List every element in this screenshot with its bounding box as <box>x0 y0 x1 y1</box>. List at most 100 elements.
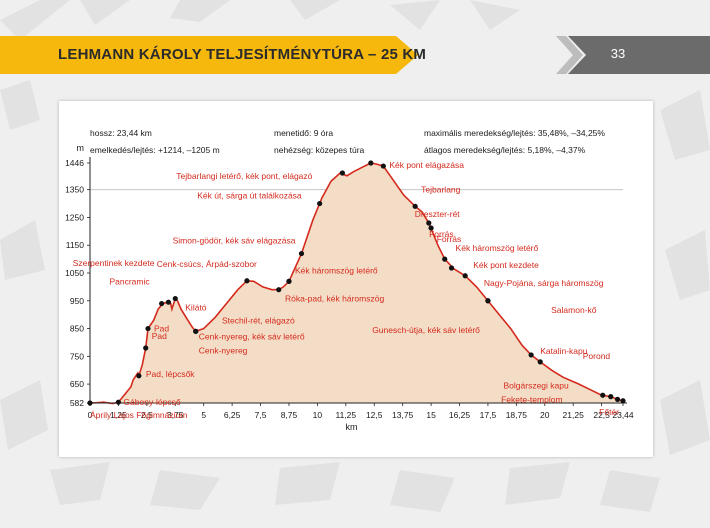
waypoint-label: Pad <box>152 331 167 341</box>
y-tick-label: 950 <box>70 296 84 306</box>
waypoint-label: Áprily Lajos Főgimnázium <box>90 410 187 420</box>
y-axis-label: m <box>77 143 85 153</box>
elevation-profile-chart: 582 650 750 850 950 1050 1150 1250 1350 1446 0 1,2… <box>65 143 634 432</box>
waypoint-marker <box>317 200 323 207</box>
waypoint-marker <box>172 295 178 302</box>
page-number: 33 <box>610 46 626 61</box>
x-tick-label: 6,25 <box>224 410 241 420</box>
y-tick-label: 1250 <box>65 212 84 222</box>
y-tick-label: 650 <box>70 379 84 389</box>
title-banner <box>0 36 418 74</box>
waypoint-label: Kék háromszög letérő <box>295 265 378 275</box>
waypoint-marker <box>286 278 292 284</box>
x-tick-label: 0 <box>88 410 93 420</box>
waypoint-label: Kék háromszög letérő <box>456 243 539 253</box>
waypoint-label: Gábony-lépcső <box>123 397 180 407</box>
waypoint-marker <box>620 398 626 404</box>
y-tick-label: 582 <box>70 398 84 408</box>
waypoint-marker <box>115 399 122 405</box>
x-tick-label: 23,44 <box>612 410 634 420</box>
waypoint-marker <box>614 396 621 402</box>
waypoint-label: Tejbarlangi letérő, kék pont, elágazó <box>176 171 312 181</box>
y-tick-label: 850 <box>70 324 84 334</box>
chart-card: hossz: 23,44 km emelkedés/lejtés: +1214,… <box>59 101 653 457</box>
waypoint-label: Tejbarlang <box>421 184 460 194</box>
x-tick-label: 11,25 <box>335 410 356 420</box>
x-tick-label: 13,75 <box>392 410 414 420</box>
waypoint-marker <box>426 220 432 226</box>
waypoint-label: Porond <box>583 351 611 361</box>
x-tick-label: 18,75 <box>506 410 528 420</box>
waypoint-marker <box>339 170 346 176</box>
waypoint-label: Pad <box>154 324 169 334</box>
x-tick-label: 16,25 <box>449 410 471 420</box>
waypoint-marker <box>143 345 149 351</box>
waypoint-label: Cenk-nyereg, kék sáv letérő <box>199 331 305 341</box>
waypoint-label: Szerpentinek kezdete <box>73 258 155 268</box>
waypoint-marker <box>428 225 434 231</box>
waypoint-label: Gunesch-útja, kék sáv letérő <box>372 325 480 335</box>
waypoint-marker <box>442 256 448 262</box>
x-tick-label: 10 <box>313 410 323 420</box>
y-tick-label: 1150 <box>66 240 85 250</box>
waypoint-label: Dreszter-rét <box>415 209 461 219</box>
info-avg-grade: átlagos meredekség/lejtés: 5,18%, –4,37% <box>424 145 586 155</box>
waypoint-marker <box>537 359 543 365</box>
waypoint-label: Róka-pad, kék háromszög <box>285 293 384 303</box>
waypoint-marker <box>380 163 386 169</box>
info-max-grade: maximális meredekség/lejtés: 35,48%, –34… <box>424 128 605 138</box>
info-difficulty: nehézség: közepes túra <box>274 145 365 155</box>
y-tick-label: 1350 <box>65 185 84 195</box>
waypoint-marker <box>165 299 172 305</box>
x-tick-label: 1,25 <box>110 410 127 420</box>
waypoint-label: Forrás <box>429 229 454 239</box>
info-elevation: emelkedés/lejtés: +1214, –1205 m <box>90 145 220 155</box>
info-length: hossz: 23,44 km <box>90 128 152 138</box>
x-tick-label: 20 <box>540 410 550 420</box>
waypoint-label: Nagy-Pojána, sárga háromszög <box>484 278 604 288</box>
x-tick-label: 21,25 <box>563 410 585 420</box>
waypoint-marker <box>608 394 614 400</box>
x-tick-label: 17,5 <box>480 410 497 420</box>
x-tick-label: 12,5 <box>366 410 383 420</box>
waypoint-marker <box>193 328 199 334</box>
waypoint-marker <box>244 278 250 284</box>
x-tick-label: 2,5 <box>141 410 153 420</box>
waypoint-label: Pad, lépcsők <box>146 369 195 379</box>
waypoint-label: Kék pont kezdete <box>473 260 539 270</box>
waypoint-marker <box>159 300 165 307</box>
waypoint-label: Salamon-kő <box>551 305 597 315</box>
waypoint-marker <box>298 250 305 257</box>
waypoint-label: Stechil-rét, elágazó <box>222 316 295 326</box>
waypoint-marker <box>145 325 151 332</box>
route-title: LEHMANN KÁROLY TELJESÍTMÉNYTÚRA – 25 KM <box>58 46 427 63</box>
waypoint-marker <box>485 298 491 304</box>
info-time: menetidő: 9 óra <box>274 128 334 138</box>
profile-area <box>90 163 623 404</box>
x-axis-label: km <box>346 422 358 432</box>
waypoint-marker <box>136 373 142 379</box>
x-tick-label: 15 <box>426 410 436 420</box>
waypoint-label: Fekete-templom <box>501 394 562 404</box>
waypoint-marker <box>412 203 418 209</box>
x-tick-label: 8,75 <box>281 410 298 420</box>
y-tick-label: 1446 <box>65 158 84 168</box>
waypoint-marker <box>600 392 606 398</box>
waypoint-label: Cenk-nyereg <box>199 345 248 355</box>
y-tick-label: 750 <box>70 351 84 361</box>
waypoint-marker <box>528 352 534 358</box>
waypoint-label: Kék út, sárga út találkozása <box>197 191 302 201</box>
waypoint-label: Simon-gödör, kék sáv elágazása <box>173 236 296 246</box>
x-tick-label: 7,5 <box>255 410 267 420</box>
y-tick-label: 1050 <box>65 268 84 278</box>
x-tick-label: 5 <box>201 410 206 420</box>
x-tick-label: 22,5 <box>593 410 610 420</box>
waypoint-label: Forrás <box>437 234 462 244</box>
waypoint-marker <box>87 400 93 406</box>
waypoint-marker <box>448 265 455 271</box>
waypoint-label: Főtér <box>599 407 619 417</box>
waypoint-label: Pancramic <box>109 277 150 287</box>
waypoint-label: Bolgárszegi kapu <box>504 381 569 391</box>
page-tab <box>556 36 710 74</box>
